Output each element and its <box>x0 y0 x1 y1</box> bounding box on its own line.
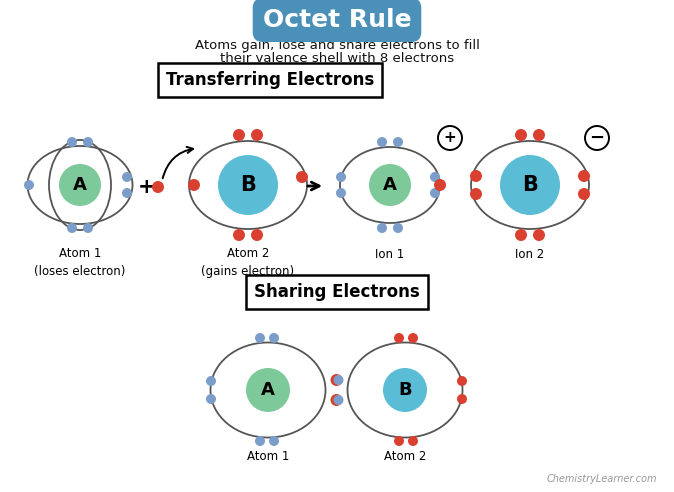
Circle shape <box>251 129 263 141</box>
Circle shape <box>330 374 342 386</box>
Circle shape <box>334 395 344 405</box>
Circle shape <box>408 333 418 343</box>
Circle shape <box>59 164 101 206</box>
Text: −: − <box>590 129 605 147</box>
Text: ChemistryLearner.com: ChemistryLearner.com <box>547 474 657 484</box>
Circle shape <box>152 181 164 193</box>
Circle shape <box>515 229 527 241</box>
Text: B: B <box>522 175 538 195</box>
Circle shape <box>578 188 590 200</box>
Circle shape <box>393 137 403 147</box>
Text: A: A <box>261 381 275 399</box>
Circle shape <box>383 368 427 412</box>
Circle shape <box>533 229 545 241</box>
Circle shape <box>330 394 342 406</box>
Circle shape <box>434 179 446 191</box>
Circle shape <box>188 179 200 191</box>
Circle shape <box>336 188 346 198</box>
Circle shape <box>122 188 132 198</box>
Text: B: B <box>240 175 256 195</box>
Text: Atom 1
(loses electron): Atom 1 (loses electron) <box>34 247 125 278</box>
Text: Atoms gain, lose and share electrons to fill: Atoms gain, lose and share electrons to … <box>195 38 479 52</box>
Circle shape <box>83 223 93 233</box>
Circle shape <box>369 164 411 206</box>
Text: Ion 1: Ion 1 <box>375 248 404 261</box>
Circle shape <box>251 229 263 241</box>
Circle shape <box>394 333 404 343</box>
Circle shape <box>255 333 265 343</box>
Circle shape <box>296 171 308 183</box>
Circle shape <box>83 137 93 147</box>
Circle shape <box>206 394 216 404</box>
Text: A: A <box>383 176 397 194</box>
Circle shape <box>269 333 279 343</box>
Circle shape <box>336 172 346 182</box>
Circle shape <box>438 126 462 150</box>
Circle shape <box>394 436 404 446</box>
Circle shape <box>122 172 132 182</box>
Text: +: + <box>138 177 156 197</box>
Circle shape <box>578 170 590 182</box>
Text: Atom 2: Atom 2 <box>384 450 426 463</box>
Circle shape <box>269 436 279 446</box>
Text: Atom 1: Atom 1 <box>247 450 289 463</box>
Circle shape <box>67 137 77 147</box>
Circle shape <box>218 155 278 215</box>
Circle shape <box>500 155 560 215</box>
Text: Octet Rule: Octet Rule <box>263 8 411 32</box>
Text: Transferring Electrons: Transferring Electrons <box>166 71 374 89</box>
Circle shape <box>206 376 216 386</box>
Circle shape <box>233 229 245 241</box>
Circle shape <box>408 436 418 446</box>
Circle shape <box>470 188 482 200</box>
Circle shape <box>430 172 440 182</box>
Circle shape <box>246 368 290 412</box>
Text: their valence shell with 8 electrons: their valence shell with 8 electrons <box>220 52 454 64</box>
Circle shape <box>233 129 245 141</box>
Circle shape <box>457 394 467 404</box>
Circle shape <box>377 137 387 147</box>
Circle shape <box>430 188 440 198</box>
Text: Ion 2: Ion 2 <box>516 248 545 261</box>
Circle shape <box>515 129 527 141</box>
Circle shape <box>24 180 34 190</box>
Circle shape <box>533 129 545 141</box>
Text: +: + <box>443 130 456 146</box>
Circle shape <box>470 170 482 182</box>
Text: A: A <box>73 176 87 194</box>
Circle shape <box>393 223 403 233</box>
FancyArrowPatch shape <box>162 147 193 178</box>
Circle shape <box>334 375 344 385</box>
Circle shape <box>457 376 467 386</box>
Circle shape <box>67 223 77 233</box>
Text: B: B <box>398 381 412 399</box>
Circle shape <box>377 223 387 233</box>
Circle shape <box>255 436 265 446</box>
Text: Atom 2
(gains electron): Atom 2 (gains electron) <box>202 247 295 278</box>
Text: Sharing Electrons: Sharing Electrons <box>254 283 420 301</box>
Circle shape <box>585 126 609 150</box>
